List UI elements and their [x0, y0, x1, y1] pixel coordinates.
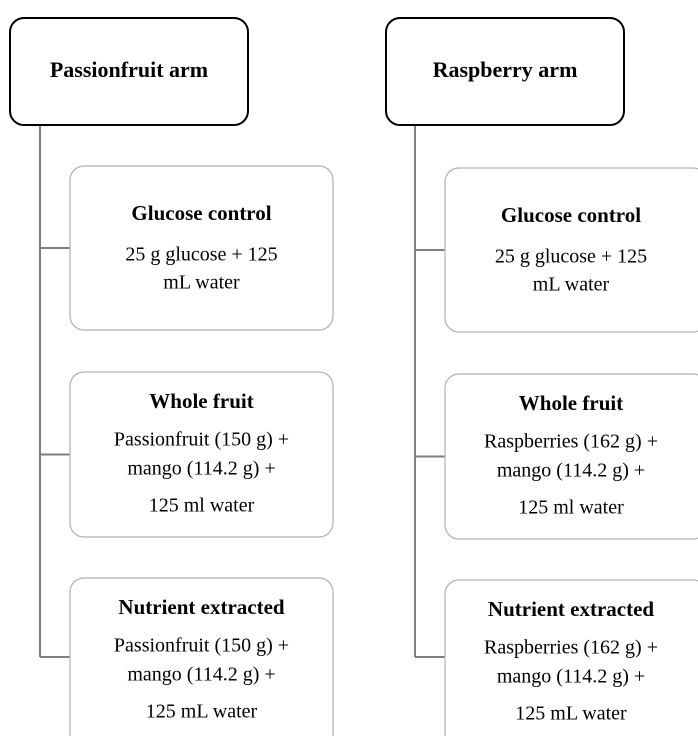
condition-text: 125 mL water — [146, 701, 258, 723]
condition-text: 25 g glucose + 125 — [495, 246, 647, 268]
condition-text: mL water — [533, 274, 610, 296]
arm-box — [385, 17, 625, 126]
condition-title: Glucose control — [501, 203, 641, 227]
arm-box — [9, 17, 249, 126]
arm-condition-box — [444, 167, 698, 333]
arm-condition-box — [69, 165, 334, 331]
condition-title: Nutrient extracted — [488, 597, 655, 621]
arm-title: Passionfruit arm — [50, 57, 208, 82]
condition-text: 125 ml water — [149, 495, 255, 517]
condition-text: mango (114.2 g) + — [497, 460, 645, 482]
condition-text: mango (114.2 g) + — [127, 664, 275, 686]
condition-title: Glucose control — [131, 201, 271, 225]
condition-text: mango (114.2 g) + — [127, 458, 275, 480]
condition-title: Nutrient extracted — [118, 595, 285, 619]
condition-text: 125 ml water — [518, 497, 624, 519]
condition-title: Whole fruit — [149, 389, 253, 413]
arm-title: Raspberry arm — [433, 57, 578, 82]
condition-text: Raspberries (162 g) + — [484, 637, 658, 659]
arm-condition-box — [69, 577, 334, 741]
arm-condition-box — [444, 373, 698, 540]
condition-title: Whole fruit — [519, 391, 623, 415]
condition-text: Raspberries (162 g) + — [484, 431, 658, 453]
condition-text: Passionfruit (150 g) + — [114, 429, 289, 451]
arm-condition-box — [69, 371, 334, 538]
condition-text: 125 mL water — [515, 703, 627, 725]
condition-text: mL water — [163, 272, 240, 294]
condition-text: mango (114.2 g) + — [497, 666, 645, 688]
condition-text: 25 g glucose + 125 — [125, 244, 277, 266]
arm-condition-box — [444, 579, 698, 741]
condition-text: Passionfruit (150 g) + — [114, 635, 289, 657]
